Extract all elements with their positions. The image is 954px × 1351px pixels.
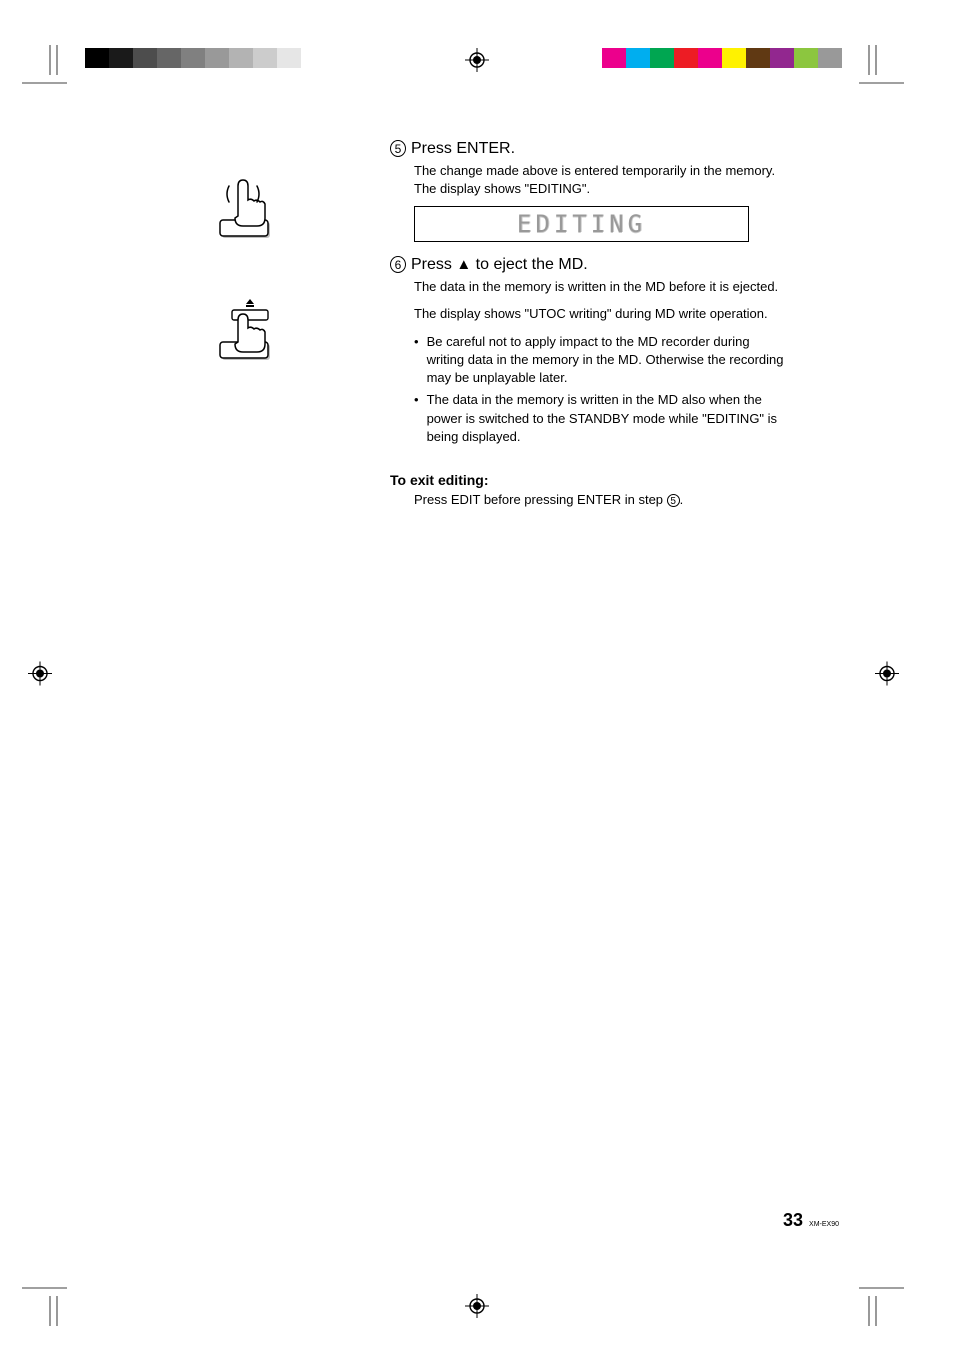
crop-mark-icon <box>22 45 72 92</box>
instruction-content: 5 Press ENTER. The change made above is … <box>390 140 785 507</box>
color-bar-grayscale <box>85 48 325 68</box>
list-item: • The data in the memory is written in t… <box>414 391 785 446</box>
lcd-text: EDITING <box>517 210 646 238</box>
icon-column <box>215 170 285 369</box>
model-number: XM-EX90 <box>809 1221 839 1228</box>
bullet-icon: • <box>414 391 419 446</box>
crop-mark-icon <box>22 1284 72 1331</box>
color-bar-spectrum <box>602 48 842 68</box>
list-item: • Be careful not to apply impact to the … <box>414 333 785 388</box>
press-eject-button-icon <box>215 292 285 369</box>
crop-mark-icon <box>854 45 904 92</box>
exit-body: Press EDIT before pressing ENTER in step… <box>414 492 785 507</box>
step-5-heading: 5 Press ENTER. <box>390 140 785 158</box>
step-5-body: The change made above is entered tempora… <box>414 162 785 198</box>
step-number: 6 <box>390 256 406 273</box>
lcd-display: EDITING <box>414 206 749 242</box>
page-footer: 33 XM-EX90 <box>783 1210 839 1231</box>
step-number: 5 <box>390 140 406 157</box>
registration-mark-icon <box>28 661 52 690</box>
registration-mark-icon <box>465 48 489 77</box>
press-button-icon <box>215 170 285 247</box>
step-6-body-1: The data in the memory is written in the… <box>414 278 785 296</box>
step-title: Press ENTER. <box>411 140 515 158</box>
eject-icon: ▲ <box>456 256 471 273</box>
crop-mark-icon <box>854 1284 904 1331</box>
step-title: Press ▲ to eject the MD. <box>411 256 588 274</box>
page-number: 33 <box>783 1210 803 1231</box>
bullet-icon: • <box>414 333 419 388</box>
warning-list: • Be careful not to apply impact to the … <box>414 333 785 446</box>
registration-mark-icon <box>875 661 899 690</box>
registration-mark-icon <box>465 1294 489 1323</box>
step-ref-number: 5 <box>667 494 680 507</box>
exit-heading: To exit editing: <box>390 472 785 488</box>
step-6-body-2: The display shows "UTOC writing" during … <box>414 305 785 323</box>
step-6-heading: 6 Press ▲ to eject the MD. <box>390 256 785 274</box>
